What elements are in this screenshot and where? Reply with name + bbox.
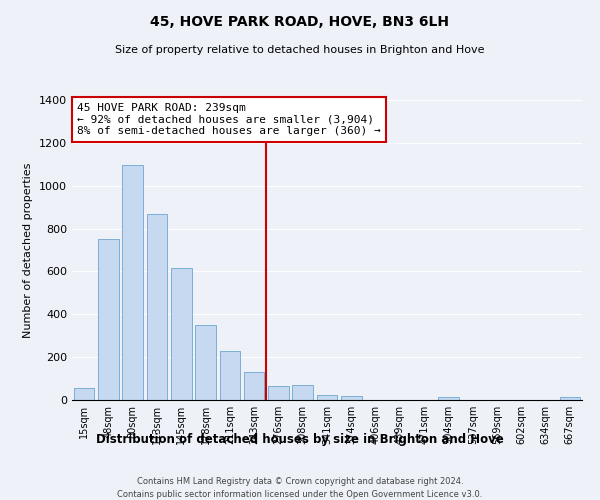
Bar [220, 350, 240, 400]
Text: 45 HOVE PARK ROAD: 239sqm
← 92% of detached houses are smaller (3,904)
8% of sem: 45 HOVE PARK ROAD: 239sqm ← 92% of detac… [77, 103, 381, 136]
Bar [244, 372, 265, 400]
Bar [292, 385, 313, 400]
Bar [122, 166, 143, 400]
Text: 45, HOVE PARK ROAD, HOVE, BN3 6LH: 45, HOVE PARK ROAD, HOVE, BN3 6LH [151, 15, 449, 29]
Bar [341, 396, 362, 400]
Y-axis label: Number of detached properties: Number of detached properties [23, 162, 34, 338]
Bar [438, 397, 459, 400]
Bar [317, 394, 337, 400]
Text: Distribution of detached houses by size in Brighton and Hove: Distribution of detached houses by size … [96, 432, 504, 446]
Bar [268, 386, 289, 400]
Bar [195, 325, 216, 400]
Bar [146, 214, 167, 400]
Text: Contains HM Land Registry data © Crown copyright and database right 2024.: Contains HM Land Registry data © Crown c… [137, 478, 463, 486]
Bar [560, 397, 580, 400]
Text: Size of property relative to detached houses in Brighton and Hove: Size of property relative to detached ho… [115, 45, 485, 55]
Bar [74, 388, 94, 400]
Text: Contains public sector information licensed under the Open Government Licence v3: Contains public sector information licen… [118, 490, 482, 499]
Bar [171, 268, 191, 400]
Bar [98, 240, 119, 400]
